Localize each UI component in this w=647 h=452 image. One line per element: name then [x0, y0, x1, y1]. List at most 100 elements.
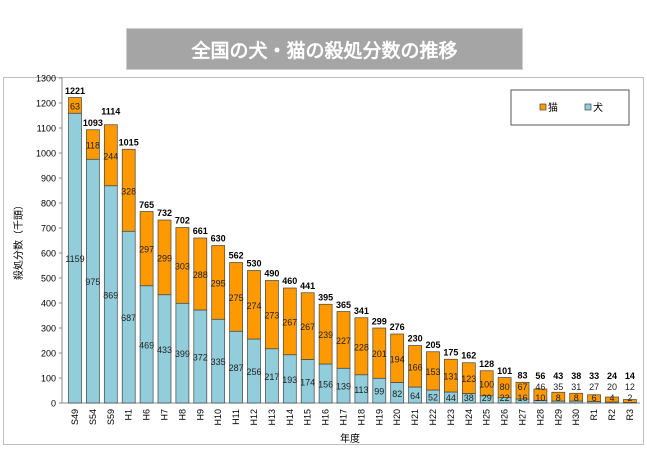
total-label: 702	[175, 216, 190, 226]
x-tick-label: H17	[339, 409, 349, 426]
x-tick-label: S59	[106, 409, 116, 425]
x-tick-label: H10	[213, 409, 223, 426]
x-tick-label: H14	[285, 409, 295, 426]
legend-label-dog: 犬	[593, 101, 603, 114]
bar-cat	[623, 399, 637, 403]
cat-value-label: 194	[390, 354, 405, 364]
bar-cat	[408, 345, 422, 388]
bar-cat	[103, 124, 118, 187]
y-axis-title: 殺処分数（千頭）	[12, 200, 25, 280]
cat-value-label: 295	[211, 278, 226, 288]
cat-value-label: 46	[535, 382, 545, 392]
bar-cat	[515, 381, 530, 400]
total-label: 43	[553, 371, 563, 381]
total-label: 101	[497, 366, 512, 376]
x-tick-label: H26	[500, 409, 510, 426]
bar-cat	[211, 245, 226, 320]
dog-value-label: 193	[282, 375, 297, 385]
bar-cat	[193, 237, 208, 311]
x-tick-label: S54	[88, 409, 98, 425]
y-tick-label: 1200	[36, 99, 56, 109]
total-label: 490	[264, 269, 279, 279]
cat-value-label: 131	[443, 372, 458, 382]
x-tick-label: H21	[410, 409, 420, 426]
x-tick-label: R3	[625, 409, 635, 421]
total-label: 24	[607, 371, 617, 381]
x-tick-label: H25	[482, 409, 492, 426]
dog-value-label: 22	[500, 393, 510, 403]
total-label: 299	[372, 316, 387, 326]
x-tick-label: H18	[356, 409, 366, 426]
cat-value-label: 12	[625, 382, 635, 392]
x-axis-title: 年度	[340, 432, 360, 445]
total-label: 341	[354, 306, 369, 316]
y-tick-label: 1000	[36, 149, 56, 159]
dog-value-label: 469	[139, 340, 154, 350]
bar-cat	[569, 392, 584, 402]
dog-value-label: 113	[354, 385, 368, 395]
cat-value-label: 267	[282, 317, 297, 327]
dog-value-label: 8	[556, 393, 561, 403]
cat-value-label: 273	[264, 311, 279, 321]
cat-value-label: 201	[372, 349, 387, 359]
bar-cat	[587, 394, 601, 402]
total-label: 732	[157, 208, 172, 218]
x-tick-label: R2	[607, 409, 617, 421]
cat-value-label: 20	[607, 382, 617, 392]
y-tick-label: 1100	[37, 124, 56, 134]
cat-value-label: 35	[553, 382, 563, 392]
cat-value-label: 299	[157, 253, 172, 263]
bar-cat	[282, 287, 297, 356]
y-tick-label: 1300	[36, 74, 56, 84]
cat-value-label: 274	[246, 301, 261, 311]
total-label: 38	[571, 371, 581, 381]
x-tick-label: H8	[177, 409, 187, 421]
bar-cat	[68, 97, 82, 114]
dog-value-label: 217	[264, 372, 279, 382]
cat-value-label: 166	[408, 362, 423, 372]
y-tick-label: 700	[41, 224, 56, 234]
legend-label-cat: 猫	[548, 101, 558, 114]
dog-value-label: 99	[374, 387, 384, 397]
dog-value-label: 287	[229, 363, 244, 373]
total-label: 562	[229, 251, 244, 261]
y-tick-label: 300	[41, 324, 56, 334]
total-label: 661	[193, 226, 208, 236]
x-tick-label: H29	[553, 409, 563, 426]
dog-value-label: 1159	[65, 254, 84, 264]
bar-cat	[157, 219, 172, 296]
total-label: 1093	[83, 118, 103, 128]
dog-value-label: 10	[535, 393, 545, 403]
cat-value-label: 303	[175, 261, 190, 271]
bar-cat	[121, 148, 136, 232]
total-label: 1114	[101, 107, 120, 117]
dog-value-label: 29	[482, 393, 492, 403]
dog-value-label: 869	[103, 290, 118, 300]
total-label: 765	[139, 200, 154, 210]
x-tick-label: H22	[428, 409, 438, 426]
total-label: 162	[461, 351, 476, 361]
x-tick-label: H23	[446, 409, 456, 426]
dog-value-label: 975	[85, 277, 100, 287]
y-tick-label: 500	[41, 274, 56, 284]
dog-value-label: 433	[157, 345, 172, 355]
dog-value-label: 2	[627, 393, 632, 403]
bar-cat	[426, 351, 440, 391]
y-tick-label: 200	[41, 349, 56, 359]
x-tick-label: S49	[70, 409, 80, 425]
bar-cat	[300, 292, 315, 360]
bar-cat	[265, 280, 279, 350]
dog-value-label: 139	[336, 382, 351, 392]
dog-value-label: 64	[410, 391, 420, 401]
cat-value-label: 328	[121, 186, 136, 196]
dog-value-label: 372	[193, 353, 208, 363]
cat-value-label: 228	[354, 342, 369, 352]
bar-cat	[229, 262, 243, 332]
dog-value-label: 82	[392, 389, 402, 399]
dog-value-label: 335	[211, 357, 226, 367]
dog-value-label: 44	[446, 393, 456, 403]
bar-cat	[86, 129, 100, 160]
y-tick-label: 400	[41, 299, 56, 309]
dog-value-label: 4	[609, 393, 614, 403]
